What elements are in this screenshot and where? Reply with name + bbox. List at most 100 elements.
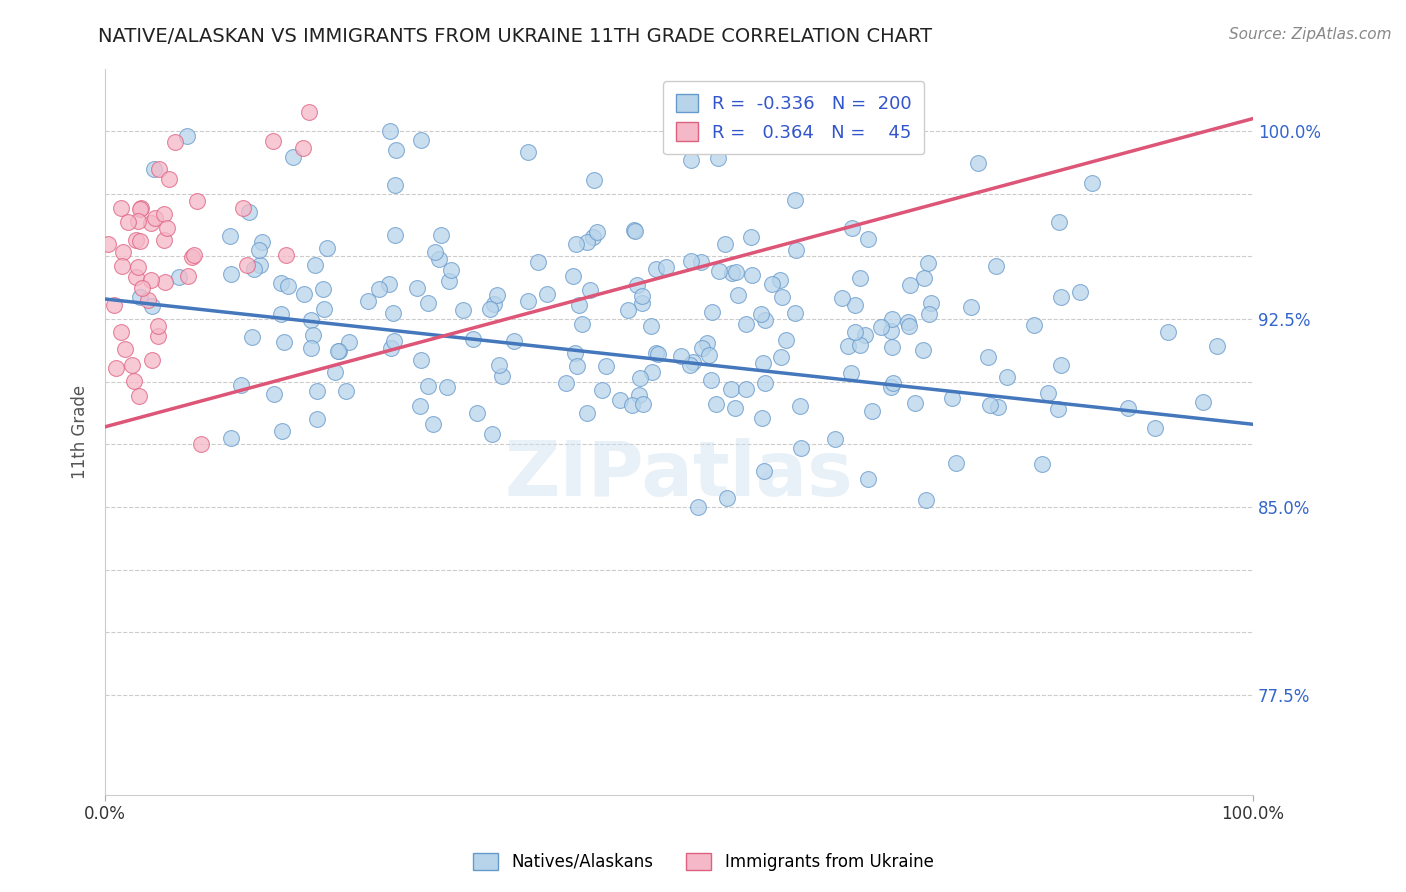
Point [326,343,349,358]
Point [912,343,935,357]
Point [305,384,328,398]
Point [378,124,401,138]
Point [568,298,591,312]
Point [1080,177,1102,191]
Point [1047,215,1070,229]
Point [627,388,650,402]
Point [915,492,938,507]
Point [291,140,314,154]
Point [422,417,444,431]
Point [770,290,793,304]
Point [180,250,202,264]
Point [644,346,666,360]
Point [427,252,450,266]
Point [785,243,807,257]
Text: ZIPatlas: ZIPatlas [505,438,853,512]
Point [720,266,742,280]
Point [111,244,134,259]
Point [436,379,458,393]
Point [714,236,737,251]
Point [270,424,292,438]
Point [1024,318,1046,332]
Point [609,392,631,407]
Point [682,355,704,369]
Point [337,335,360,350]
Point [831,291,853,305]
Point [478,302,501,317]
Point [219,228,242,243]
Point [465,406,488,420]
Point [920,296,942,310]
Point [335,384,357,399]
Point [299,313,322,327]
Point [704,396,727,410]
Point [305,411,328,425]
Point [316,241,339,255]
Point [247,244,270,258]
Point [752,356,775,370]
Point [647,346,669,360]
Point [623,223,645,237]
Point [236,258,259,272]
Point [153,275,176,289]
Point [304,259,326,273]
Point [696,335,718,350]
Point [724,401,747,416]
Point [897,318,920,333]
Point [312,301,335,316]
Legend: Natives/Alaskans, Immigrants from Ukraine: Natives/Alaskans, Immigrants from Ukrain… [464,845,942,880]
Point [707,152,730,166]
Point [837,339,859,353]
Point [679,358,702,372]
Point [966,155,988,169]
Point [856,231,879,245]
Point [595,359,617,373]
Point [631,289,654,303]
Point [517,294,540,309]
Point [503,334,526,348]
Point [844,325,866,339]
Point [1144,421,1167,435]
Point [382,306,405,320]
Point [110,202,132,216]
Point [681,254,703,268]
Point [485,288,508,302]
Point [617,303,640,318]
Point [690,342,713,356]
Point [242,262,264,277]
Point [153,207,176,221]
Point [789,399,811,413]
Point [125,269,148,284]
Point [270,277,292,291]
Point [783,193,806,207]
Point [143,162,166,177]
Point [183,248,205,262]
Point [686,500,709,514]
Point [527,254,550,268]
Point [131,280,153,294]
Point [882,376,904,390]
Point [689,255,711,269]
Point [960,300,983,314]
Point [751,411,773,425]
Point [640,319,662,334]
Point [409,133,432,147]
Point [984,259,1007,273]
Point [735,382,758,396]
Point [740,230,762,244]
Point [582,230,605,244]
Point [301,327,323,342]
Point [536,286,558,301]
Point [141,299,163,313]
Point [186,194,208,208]
Point [110,326,132,340]
Point [238,205,260,219]
Point [1118,401,1140,416]
Point [853,328,876,343]
Point [579,283,602,297]
Point [1049,290,1071,304]
Point [1069,285,1091,300]
Point [270,307,292,321]
Point [900,277,922,292]
Point [702,305,724,319]
